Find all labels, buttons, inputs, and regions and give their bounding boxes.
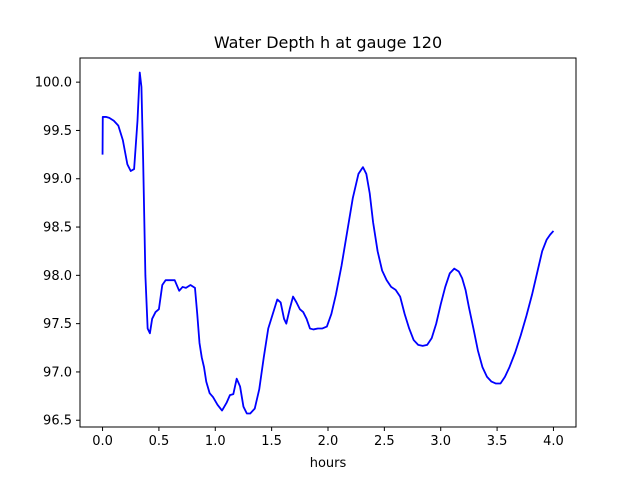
- x-tick-label: 0.0: [92, 434, 113, 449]
- y-tick-label: 99.5: [43, 124, 72, 139]
- x-tick-label: 0.5: [149, 434, 170, 449]
- y-tick-label: 99.0: [43, 172, 72, 187]
- x-tick-label: 2.0: [318, 434, 339, 449]
- y-tick-label: 98.5: [43, 221, 72, 236]
- chart-title: Water Depth h at gauge 120: [214, 33, 442, 52]
- y-tick-label: 100.0: [35, 76, 72, 91]
- y-tick-label: 97.0: [43, 365, 72, 380]
- y-axis-ticks: 96.5 97.0 97.5 98.0 98.5 99.0 99.5 100.0: [35, 76, 80, 429]
- y-tick-label: 98.0: [43, 269, 72, 284]
- x-tick-label: 3.0: [430, 434, 451, 449]
- x-tick-label: 1.5: [261, 434, 282, 449]
- x-tick-label: 2.5: [374, 434, 395, 449]
- x-axis-ticks: 0.0 0.5 1.0 1.5 2.0 2.5 3.0 3.5 4.0: [92, 427, 564, 449]
- y-tick-label: 96.5: [43, 414, 72, 429]
- y-tick-label: 97.5: [43, 317, 72, 332]
- series-line-0: [101, 71, 555, 415]
- plot-area: [101, 71, 555, 415]
- x-axis-label: hours: [310, 456, 347, 471]
- axes-frame: [79, 57, 577, 428]
- x-tick-label: 1.0: [205, 434, 226, 449]
- x-tick-label: 4.0: [543, 434, 564, 449]
- x-tick-label: 3.5: [487, 434, 508, 449]
